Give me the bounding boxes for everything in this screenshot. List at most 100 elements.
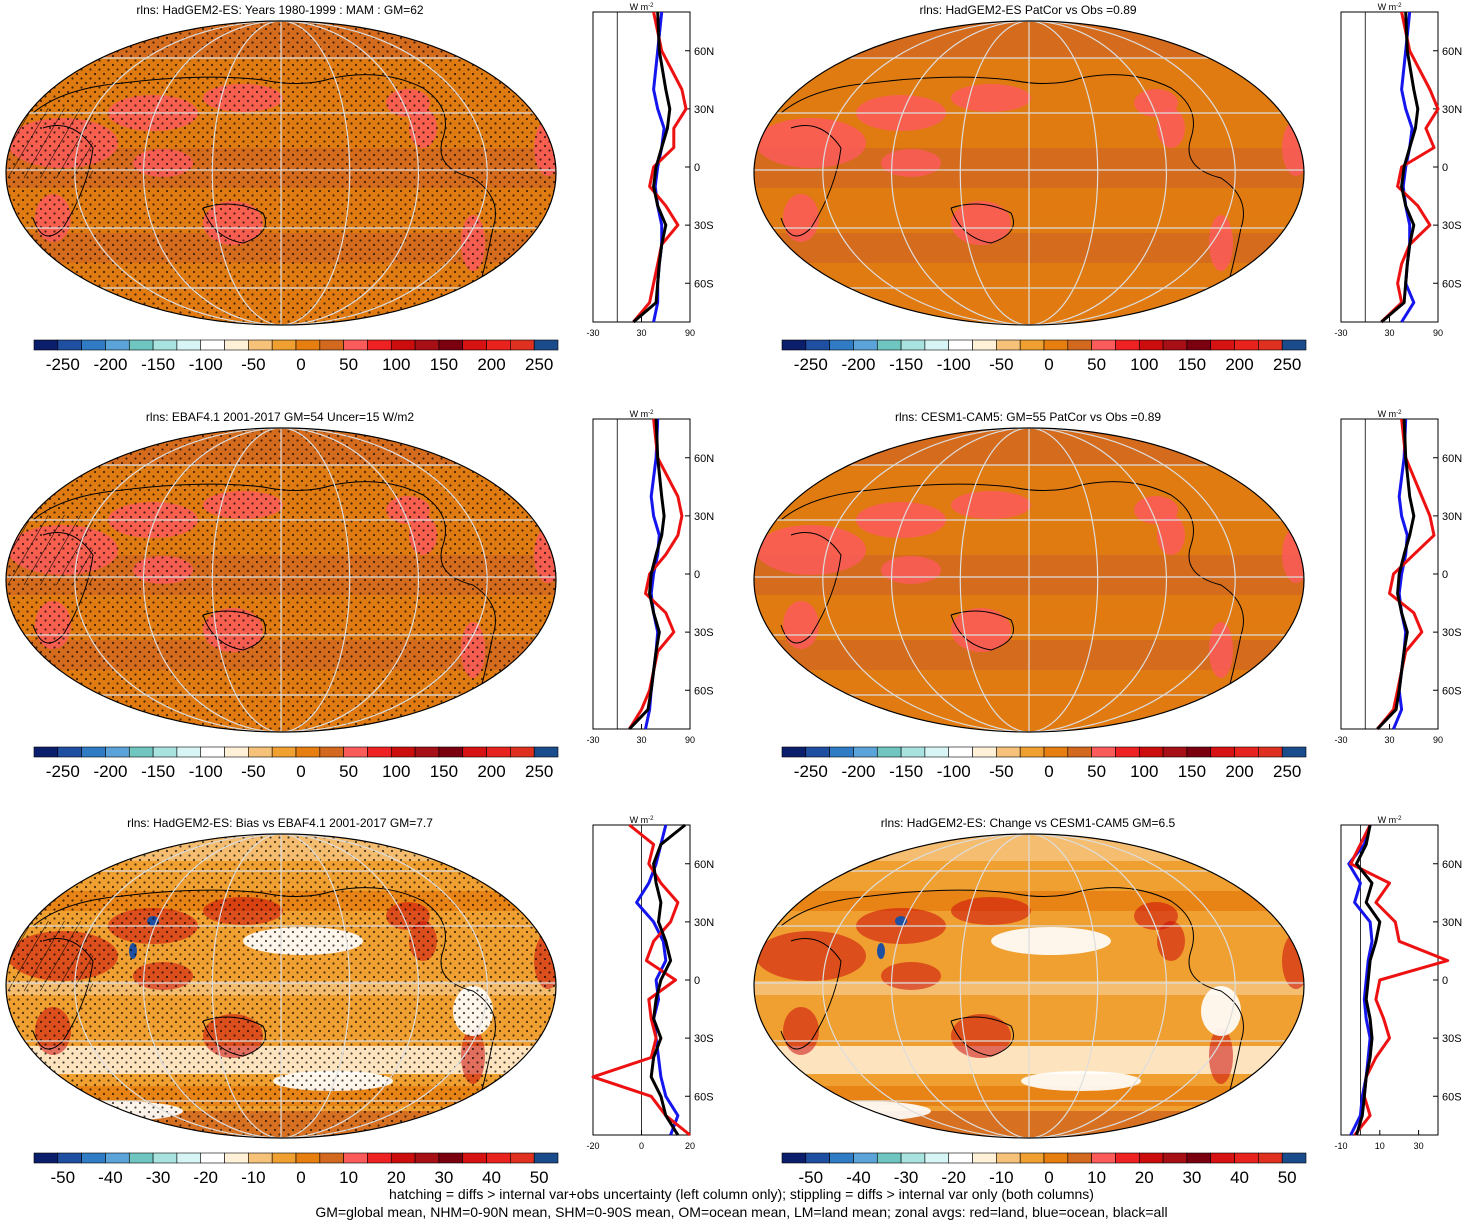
map-border bbox=[5, 20, 557, 326]
colorbar-swatch bbox=[486, 746, 511, 758]
meridian-line bbox=[280, 428, 351, 732]
colorbar-swatch bbox=[295, 339, 321, 351]
colorbar-swatch bbox=[900, 1152, 926, 1164]
warm-region bbox=[756, 931, 866, 981]
coastline bbox=[780, 481, 1244, 716]
coastline bbox=[780, 887, 1244, 1122]
colorbar-label: 100 bbox=[382, 762, 411, 781]
lat-label: 30S bbox=[1442, 1033, 1462, 1045]
hatching bbox=[6, 108, 93, 178]
colorbar-swatch bbox=[1281, 1152, 1307, 1164]
cool-region bbox=[991, 927, 1111, 955]
colorbar-label: 150 bbox=[429, 355, 459, 374]
colorbar bbox=[33, 746, 559, 758]
colorbar-swatch bbox=[1186, 746, 1212, 758]
lat-label: 30S bbox=[694, 220, 714, 232]
colorbar-swatch bbox=[510, 746, 535, 758]
meridian-line bbox=[280, 834, 351, 1138]
colorbar-swatch bbox=[1115, 339, 1140, 351]
colorbar-label: -50 bbox=[241, 355, 266, 374]
zonal-line-ocean bbox=[635, 824, 680, 1136]
lat-label: 60S bbox=[694, 278, 714, 290]
coastline bbox=[950, 610, 1014, 651]
colorbar-label: 30 bbox=[434, 1168, 454, 1187]
lat-label: 30N bbox=[1442, 511, 1462, 523]
colorbar-label: 100 bbox=[1130, 762, 1159, 781]
colorbar-label: 50 bbox=[1277, 1168, 1297, 1187]
warm-region bbox=[756, 118, 866, 168]
colorbar-swatch bbox=[1138, 1152, 1164, 1164]
colorbar-swatch bbox=[176, 339, 202, 351]
coastline bbox=[780, 938, 842, 1050]
colorbar-label: 250 bbox=[524, 762, 554, 781]
colorbar-swatch bbox=[972, 746, 997, 758]
meridian-line bbox=[890, 428, 1030, 732]
colorbar-label: 40 bbox=[482, 1168, 501, 1187]
zonal-line-all bbox=[1380, 11, 1420, 324]
colorbar-swatch bbox=[33, 746, 59, 758]
colorbar-swatch bbox=[1234, 1152, 1259, 1164]
meridian-line bbox=[280, 834, 420, 1138]
zonal-line-land bbox=[1380, 11, 1440, 324]
colorbar-label: -50 bbox=[50, 1168, 76, 1187]
colorbar-swatch bbox=[1138, 339, 1164, 351]
meridian-line bbox=[1028, 21, 1099, 325]
colorbar-swatch bbox=[996, 1152, 1021, 1164]
x-tick-label: -10 bbox=[1334, 1141, 1347, 1151]
colorbar-swatch bbox=[781, 746, 807, 758]
colorbar-swatch bbox=[996, 746, 1021, 758]
x-tick-label: 90 bbox=[685, 735, 695, 745]
meridian-line bbox=[280, 428, 488, 732]
colorbar-swatch bbox=[57, 339, 82, 351]
colorbar-swatch bbox=[1210, 746, 1235, 758]
colorbar-labels: -250 -200 -150 -100 -50 0 50 100 150 200 250 bbox=[781, 762, 1307, 782]
lat-label: 60S bbox=[1442, 1091, 1462, 1103]
colorbar-label: 0 bbox=[296, 1168, 306, 1187]
panel-p6: rlns: HadGEM2-ES: Change vs CESM1-CAM5 G… bbox=[748, 813, 1483, 1213]
colorbar-swatch bbox=[1115, 1152, 1140, 1164]
zonal-mean-plot: W m-2 60N 30N 0 30S 60S -30 30 90 bbox=[586, 2, 714, 338]
colorbar-swatch bbox=[781, 1152, 807, 1164]
warm-region bbox=[1209, 215, 1233, 271]
colorbar-swatch bbox=[510, 339, 535, 351]
map-plot bbox=[5, 20, 557, 326]
colorbar-swatch bbox=[1091, 1152, 1116, 1164]
colorbar-swatch bbox=[486, 339, 511, 351]
colorbar-label: -150 bbox=[889, 355, 924, 374]
colorbar-swatch bbox=[900, 339, 926, 351]
colorbar-swatch bbox=[248, 746, 273, 758]
colorbar-label: 250 bbox=[1272, 762, 1302, 781]
warm-region bbox=[951, 897, 1031, 925]
colorbar-labels: -50 -40 -30 -20 -10 0 10 20 30 40 50 bbox=[33, 1168, 559, 1188]
colorbar-swatch bbox=[1067, 339, 1092, 351]
colorbar-swatch bbox=[948, 1152, 973, 1164]
colorbar-swatch bbox=[1258, 1152, 1283, 1164]
meridian-line bbox=[280, 21, 351, 325]
colorbar-label: 0 bbox=[1044, 1168, 1054, 1187]
colorbar-label: -30 bbox=[145, 1168, 171, 1187]
meridian-line bbox=[1028, 834, 1236, 1138]
colorbar-label: 20 bbox=[386, 1168, 406, 1187]
colorbar-label: 200 bbox=[1225, 762, 1254, 781]
colorbar-swatch bbox=[1258, 746, 1283, 758]
map-border bbox=[5, 427, 557, 733]
negative-region bbox=[877, 943, 885, 959]
zonal-line-all bbox=[628, 418, 666, 731]
panel-title: rlns: EBAF4.1 2001-2017 GM=54 Uncer=15 W… bbox=[145, 410, 415, 424]
colorbar-label: 100 bbox=[1130, 355, 1159, 374]
colorbar-label: 150 bbox=[1177, 762, 1207, 781]
cool-region bbox=[1021, 1071, 1141, 1091]
x-tick-label: 30 bbox=[1384, 735, 1394, 745]
x-tick-label: 30 bbox=[636, 735, 646, 745]
meridian-line bbox=[280, 21, 420, 325]
warm-region bbox=[783, 601, 819, 649]
meridian-line bbox=[280, 834, 488, 1138]
x-tick-label: 10 bbox=[1375, 1141, 1385, 1151]
x-tick-label: -30 bbox=[1334, 735, 1347, 745]
lat-label: 60N bbox=[694, 859, 714, 871]
map-plot bbox=[753, 20, 1305, 326]
colorbar-swatch bbox=[295, 1152, 321, 1164]
warm-region bbox=[756, 525, 866, 575]
colorbar-swatch bbox=[438, 339, 464, 351]
colorbar-swatch bbox=[853, 339, 878, 351]
